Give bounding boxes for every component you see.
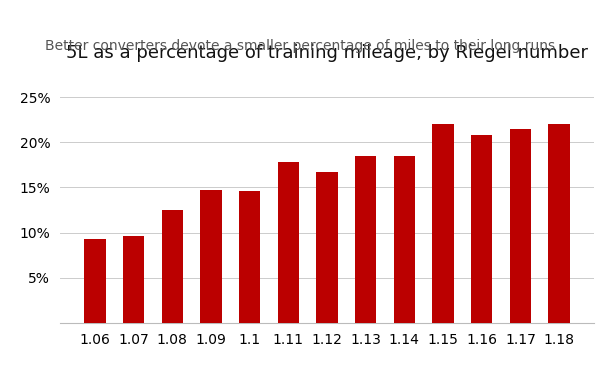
Bar [239, 191, 260, 323]
Bar [510, 129, 531, 323]
Bar [84, 239, 106, 323]
Bar [548, 124, 570, 323]
Text: Better converters devote a smaller percentage of miles to their long runs: Better converters devote a smaller perce… [45, 39, 555, 52]
Bar [123, 236, 144, 323]
Bar [278, 162, 299, 323]
Bar [394, 156, 415, 323]
Bar [433, 124, 454, 323]
Bar [316, 172, 338, 323]
Title: 5L as a percentage of training mileage, by Riegel number: 5L as a percentage of training mileage, … [66, 44, 588, 62]
Bar [471, 135, 493, 323]
Bar [161, 210, 183, 323]
Bar [355, 156, 376, 323]
Bar [200, 190, 221, 323]
